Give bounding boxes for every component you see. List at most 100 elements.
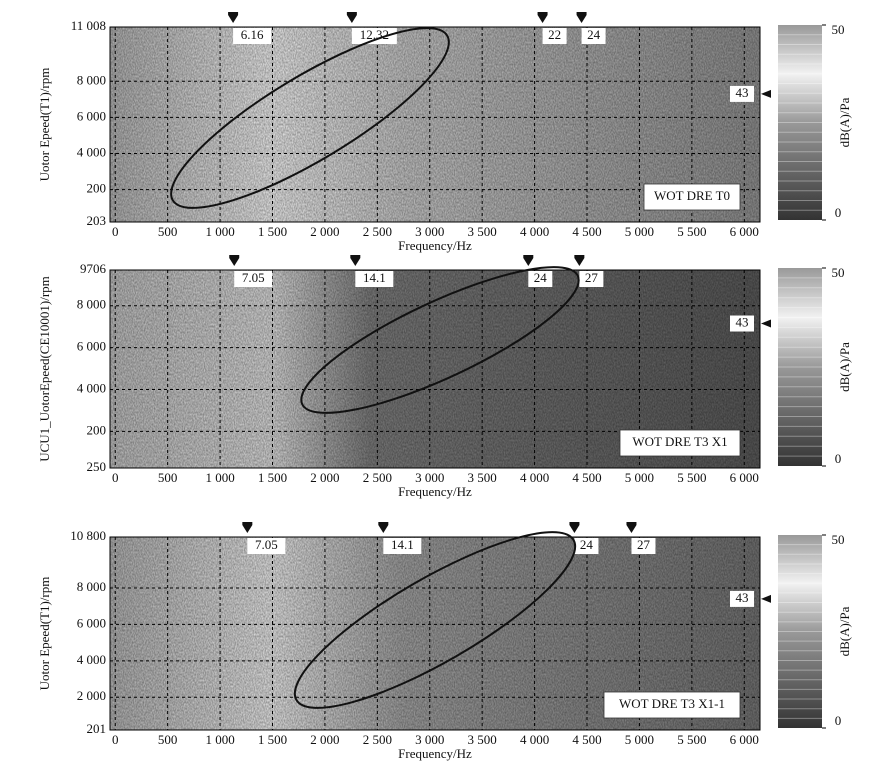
order-label-box	[233, 28, 272, 44]
y-tick-label: 8 000	[77, 579, 106, 594]
x-tick-label: 6 000	[730, 470, 759, 485]
colorbar	[778, 268, 822, 466]
order-label-box	[383, 538, 422, 554]
colorbar-label: dB(A)/Pa	[837, 606, 852, 656]
order-label-box	[542, 28, 567, 44]
order-label: 27	[585, 270, 599, 285]
x-tick-label: 3 000	[415, 470, 444, 485]
x-tick-label: 1 500	[258, 470, 287, 485]
x-tick-label: 2 000	[310, 224, 339, 239]
order-label: 14.1	[391, 537, 414, 552]
y-tick-label: 200	[87, 422, 107, 437]
y-tick-label: 4 000	[77, 380, 106, 395]
order-marker	[626, 522, 637, 533]
x-tick-label: 500	[158, 732, 178, 747]
x-tick-label: 1 000	[205, 732, 234, 747]
y-axis-label: Uotor Epeed(T1)/rpm	[37, 68, 52, 182]
order-marker	[350, 255, 361, 266]
order-label-box	[528, 271, 553, 287]
annotation-box	[603, 691, 741, 719]
colorbar-tick-label: 0	[835, 713, 842, 728]
speed-marker-box	[730, 85, 754, 102]
x-tick-label: 5 000	[625, 732, 654, 747]
plot-frame	[109, 26, 761, 223]
order-marker	[576, 12, 587, 23]
speed-marker-box	[730, 315, 754, 332]
order-label: 14.1	[363, 270, 386, 285]
order-label: 24	[587, 27, 601, 42]
y-tick-label: 10 800	[70, 528, 106, 543]
y-tick-label: 6 000	[77, 339, 106, 354]
x-tick-label: 5 500	[677, 470, 706, 485]
order-label-box	[351, 28, 397, 44]
x-axis-label: Frequency/Hz	[398, 484, 472, 499]
x-tick-label: 4 000	[520, 470, 549, 485]
plot-frame	[109, 536, 761, 731]
x-tick-label: 500	[158, 470, 178, 485]
panel: 0 500 1 000 1 500 2 000 2 500 3 000 3 500 4 000 4…	[37, 12, 852, 253]
speed-marker-label: 43	[736, 85, 749, 100]
order-marker	[537, 12, 548, 23]
x-tick-label: 5 000	[625, 224, 654, 239]
order-marker	[523, 255, 534, 266]
colorbar-tick-label: 0	[835, 205, 842, 220]
speed-marker-box	[730, 590, 754, 607]
annotation: WOT DRE T0	[654, 188, 730, 203]
x-tick-label: 1 000	[205, 224, 234, 239]
panels: 0 500 1 000 1 500 2 000 2 500 3 000 3 500 4 000 4…	[37, 12, 852, 761]
x-tick-label: 1 500	[258, 224, 287, 239]
colorbar-label: dB(A)/Pa	[837, 97, 852, 147]
annotation: WOT DRE T3 X1-1	[619, 696, 725, 711]
order-label: 6.16	[241, 27, 264, 42]
speed-marker-arrow	[761, 594, 771, 603]
speed-marker-label: 43	[736, 590, 749, 605]
x-tick-label: 2 500	[363, 732, 392, 747]
order-label-box	[574, 538, 599, 554]
colorbar-label: dB(A)/Pa	[837, 342, 852, 392]
order-label: 27	[637, 537, 651, 552]
order-label-box	[631, 538, 656, 554]
order-marker	[242, 522, 253, 533]
x-tick-label: 500	[158, 224, 178, 239]
x-tick-label: 2 500	[363, 470, 392, 485]
x-tick-label: 3 500	[468, 470, 497, 485]
annotation: WOT DRE T3 X1	[632, 434, 727, 449]
y-tick-label: 9706	[80, 261, 107, 276]
x-tick-label: 2 000	[310, 470, 339, 485]
panel: 0 500 1 000 1 500 2 000 2 500 3 000 3 500 4 000 4…	[37, 522, 852, 761]
x-tick-label: 6 000	[730, 224, 759, 239]
x-tick-label: 5 500	[677, 732, 706, 747]
colorbar-tick-label: 50	[832, 265, 845, 280]
x-tick-label: 2 500	[363, 224, 392, 239]
speed-marker-arrow	[761, 89, 771, 98]
y-tick-label: 4 000	[77, 652, 106, 667]
x-tick-label: 3 000	[415, 224, 444, 239]
order-marker	[229, 255, 240, 266]
y-tick-label: 203	[87, 213, 107, 228]
speed-marker-arrow	[761, 319, 771, 328]
order-label-box	[579, 271, 604, 287]
x-tick-label: 4 000	[520, 732, 549, 747]
x-tick-label: 1 500	[258, 732, 287, 747]
ellipse	[170, 27, 450, 209]
x-tick-label: 3 000	[415, 732, 444, 747]
order-label-box	[355, 271, 394, 287]
x-tick-label: 3 500	[468, 224, 497, 239]
x-tick-label: 5 000	[625, 470, 654, 485]
x-axis-label: Frequency/Hz	[398, 746, 472, 761]
y-axis-label: UCU1_UotorEpeed(CE10001)/rpm	[37, 276, 52, 462]
x-tick-label: 4 000	[520, 224, 549, 239]
order-marker	[346, 12, 357, 23]
colorbar-tick-label: 50	[832, 22, 845, 37]
order-label-box	[581, 28, 606, 44]
ellipse	[293, 531, 577, 709]
order-marker	[569, 522, 580, 533]
x-tick-label: 3 500	[468, 732, 497, 747]
y-tick-label: 250	[87, 459, 107, 474]
x-tick-label: 1 000	[205, 470, 234, 485]
order-label: 7.05	[242, 270, 265, 285]
x-tick-label: 4 500	[572, 470, 601, 485]
order-label: 22	[548, 27, 561, 42]
highlight-ellipses	[170, 27, 580, 709]
